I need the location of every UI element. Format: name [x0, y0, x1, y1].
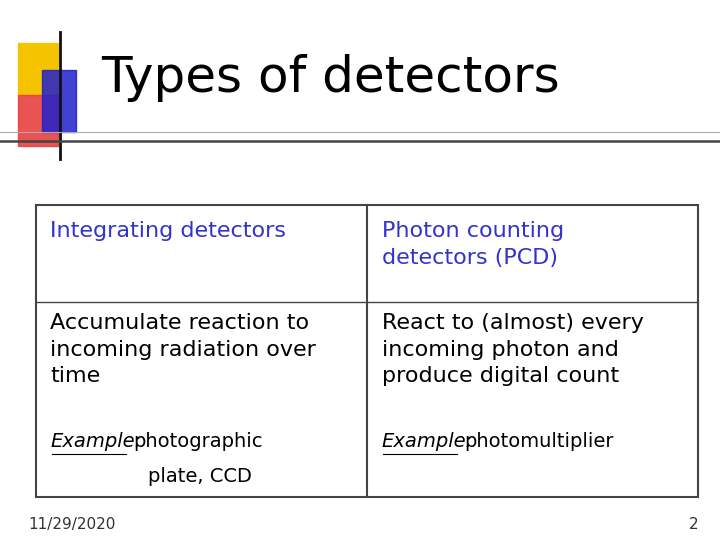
Text: photographic: photographic	[133, 432, 263, 451]
Bar	[18, 43, 58, 94]
Text: Accumulate reaction to
incoming radiation over
time: Accumulate reaction to incoming radiatio…	[50, 313, 316, 386]
Text: React to (almost) every
incoming photon and
produce digital count: React to (almost) every incoming photon …	[382, 313, 644, 386]
Bar	[42, 70, 76, 132]
Text: Types of detectors: Types of detectors	[101, 55, 559, 102]
Bar	[18, 94, 58, 146]
Text: photomultiplier: photomultiplier	[464, 432, 614, 451]
Text: Photon counting
detectors (PCD): Photon counting detectors (PCD)	[382, 221, 564, 268]
Text: 11/29/2020: 11/29/2020	[28, 517, 116, 532]
Text: Example:: Example:	[50, 432, 142, 451]
Text: Example:: Example:	[382, 432, 473, 451]
Bar	[36, 205, 698, 497]
Text: Integrating detectors: Integrating detectors	[50, 221, 287, 241]
Text: 2: 2	[689, 517, 698, 532]
Text: plate, CCD: plate, CCD	[148, 467, 251, 486]
